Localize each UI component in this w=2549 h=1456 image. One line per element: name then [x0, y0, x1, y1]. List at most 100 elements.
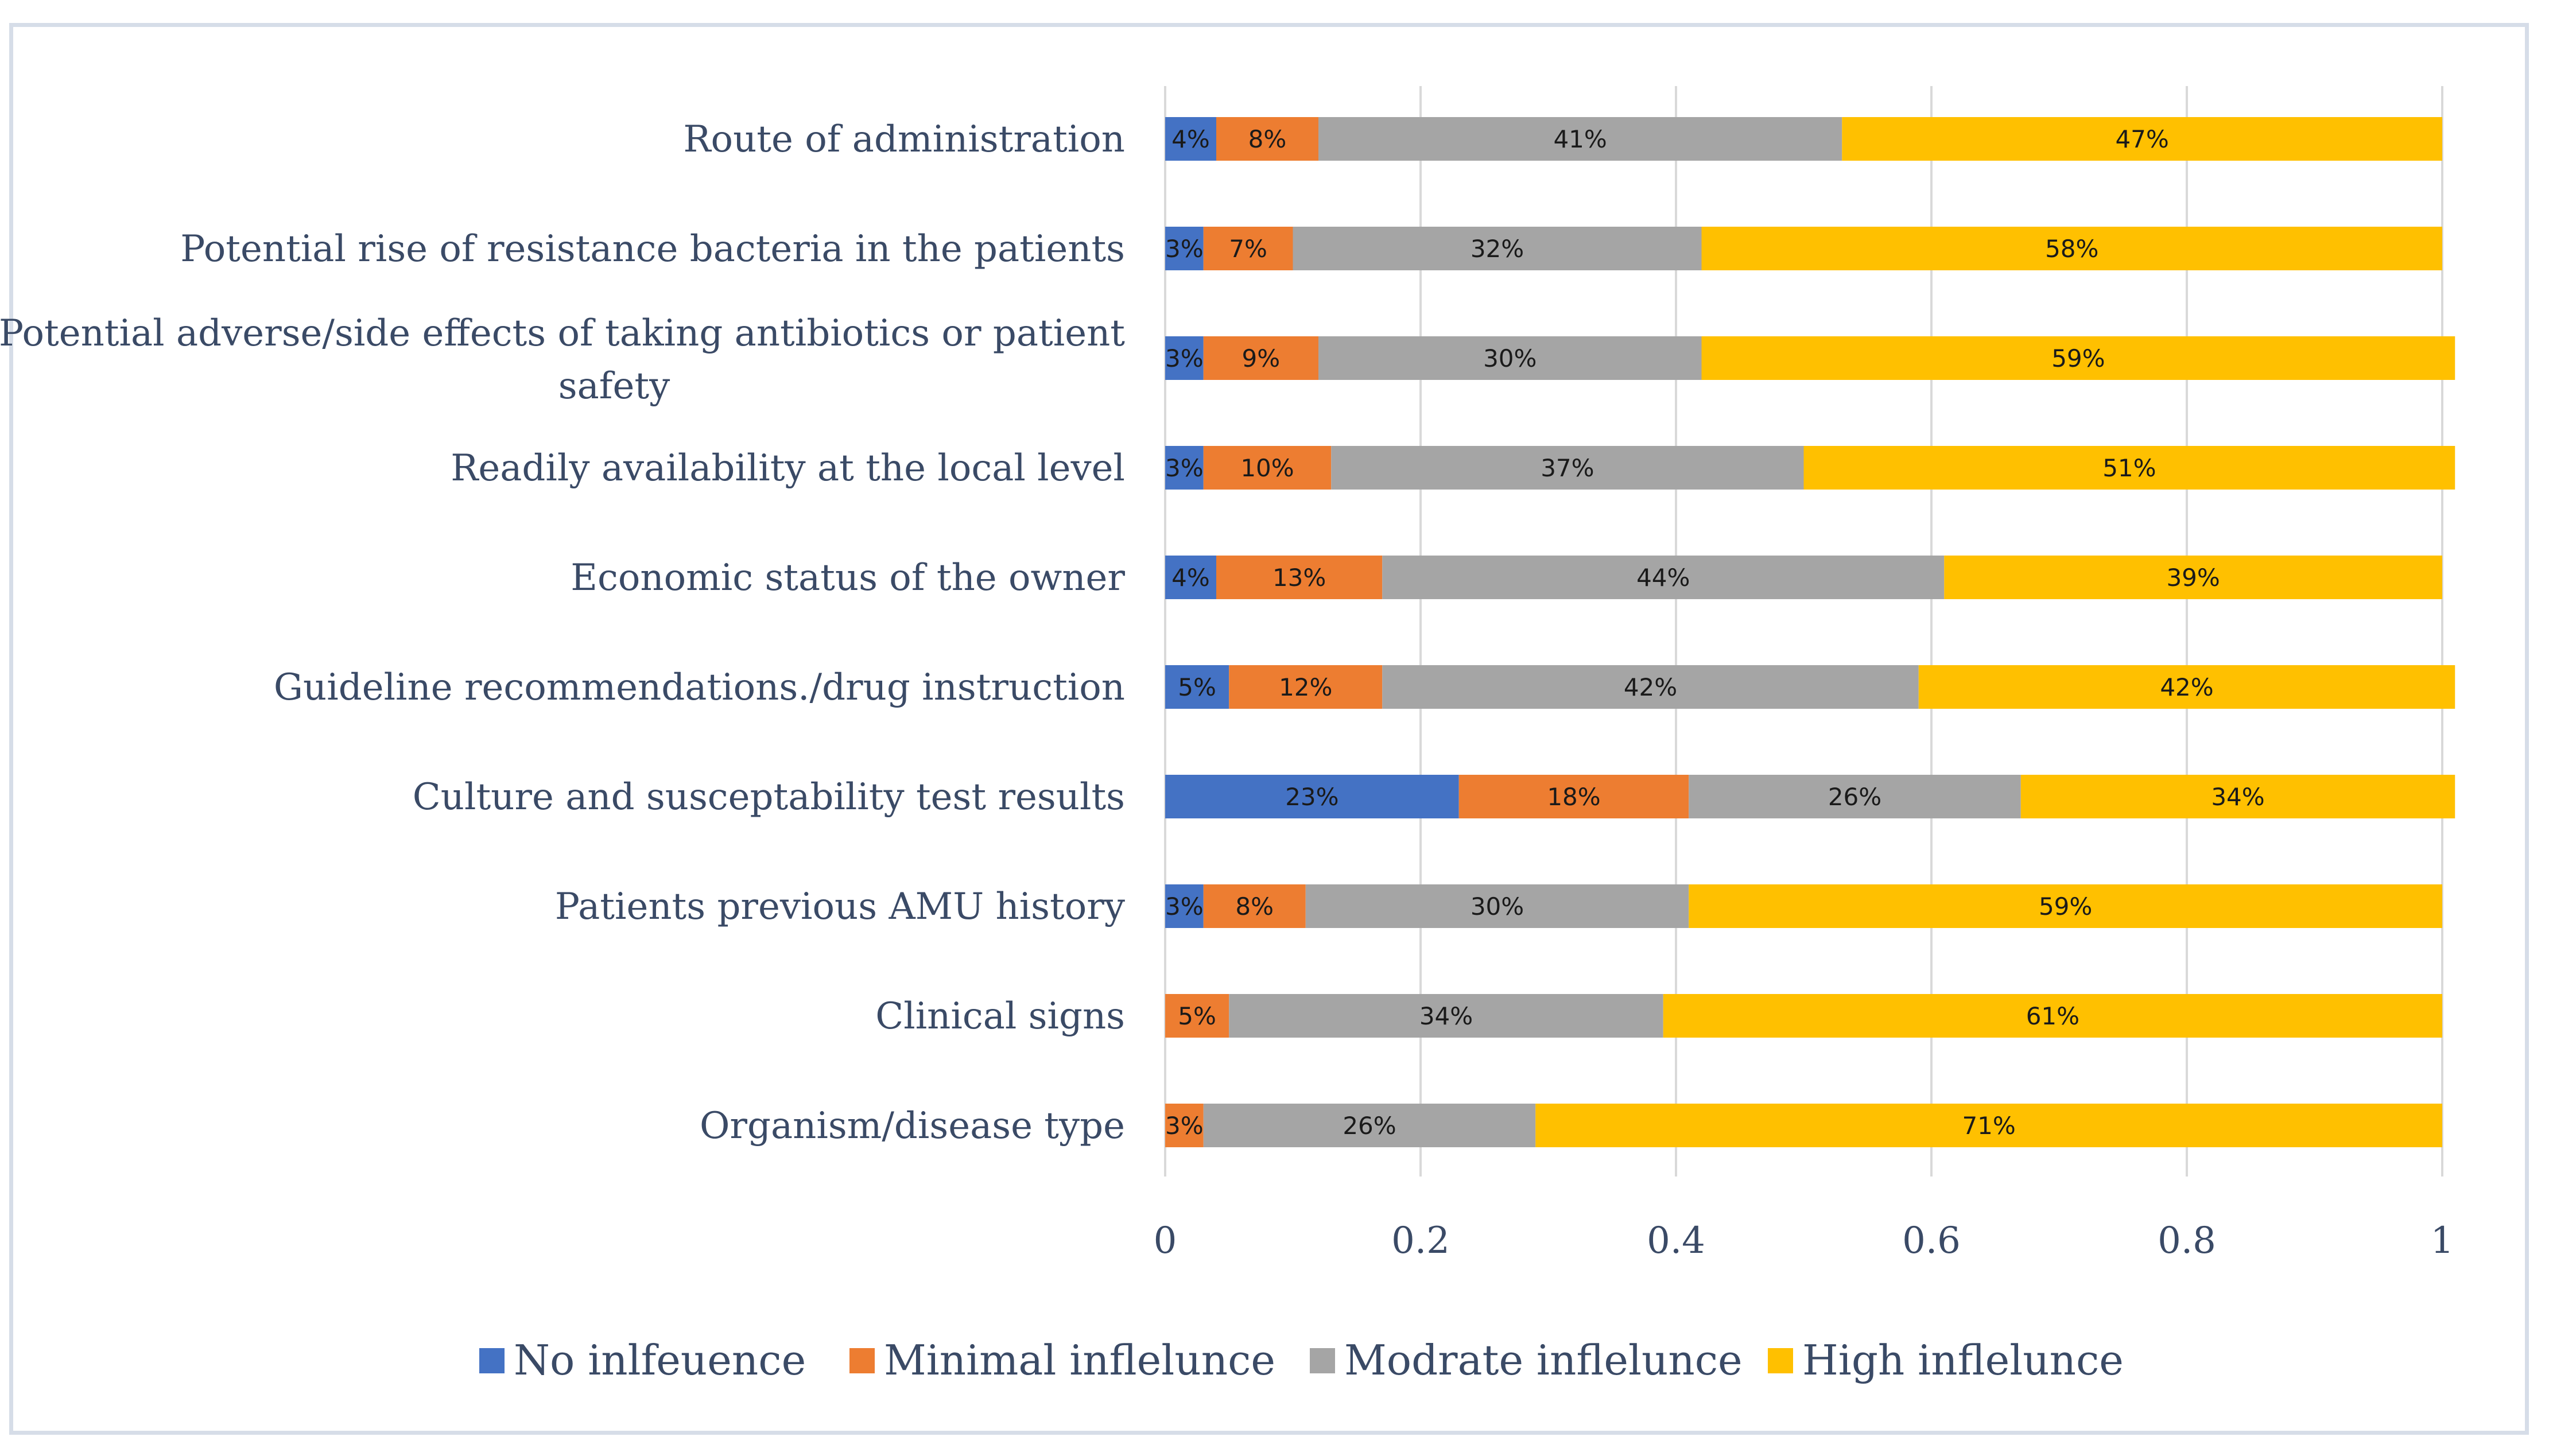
data-label-2-2: 30%	[1483, 344, 1537, 372]
x-tick-label-1: 0.2	[1391, 1220, 1450, 1262]
data-label-2-3: 59%	[2051, 344, 2105, 372]
category-label-1: Potential rise of resistance bacteria in…	[180, 228, 1125, 270]
category-label-line-0: Potential adverse/side effects of taking…	[0, 312, 1125, 355]
legend-label-0: No inlfeuence	[514, 1336, 806, 1384]
bar-segment-3-3	[1803, 446, 2455, 490]
data-label-5-3: 42%	[2160, 673, 2213, 701]
x-tick-label-5: 1	[2431, 1220, 2454, 1262]
data-label-9-2: 26%	[1343, 1112, 1396, 1140]
bar-segment-1-2	[1293, 227, 1702, 270]
data-label-3-2: 37%	[1541, 454, 1594, 482]
category-label-3: Readily availability at the local level	[451, 447, 1125, 490]
data-label-0-1: 8%	[1248, 125, 1287, 153]
category-label-line-1: safety	[558, 365, 670, 407]
data-label-8-3: 61%	[2026, 1002, 2079, 1030]
legend-item-3: High inflelunce	[1768, 1336, 2124, 1384]
bars: 4% 8% 41% 47% 3% 7% 32% 58% 3% 9% 30% 59% 3% 10% 37% 51…	[1165, 117, 2455, 1147]
data-label-7-3: 59%	[2039, 892, 2092, 921]
x-axis-ticks: 0 0.2 0.4 0.6 0.8 1	[1154, 1220, 2454, 1262]
bar-segment-6-0	[1165, 775, 1459, 818]
category-labels: Route of administration Potential rise of…	[0, 118, 1125, 1147]
data-label-7-0: 3%	[1165, 892, 1204, 921]
category-label-0: Route of administration	[683, 118, 1125, 161]
data-label-4-0: 4%	[1171, 564, 1210, 592]
bar-segment-5-1	[1229, 665, 1383, 709]
legend-label-3: High inflelunce	[1802, 1336, 2124, 1384]
x-tick-label-4: 0.8	[2158, 1220, 2216, 1262]
data-label-0-0: 4%	[1171, 125, 1210, 153]
bar-segment-6-1	[1458, 775, 1689, 818]
bar-segment-4-1	[1216, 556, 1383, 599]
bar-segment-9-2	[1203, 1104, 1536, 1147]
category-label-7: Patients previous AMU history	[555, 886, 1125, 928]
data-label-6-3: 34%	[2211, 783, 2264, 811]
data-label-0-3: 47%	[2115, 125, 2168, 153]
bar-segment-3-1	[1203, 446, 1332, 490]
category-label-9: Organism/disease type	[700, 1105, 1125, 1147]
data-label-6-2: 26%	[1828, 783, 1881, 811]
data-label-1-2: 32%	[1471, 235, 1524, 263]
bar-segment-0-1	[1216, 117, 1318, 161]
data-label-4-1: 13%	[1272, 564, 1326, 592]
data-label-6-1: 18%	[1547, 783, 1600, 811]
legend-item-1: Minimal inflelunce	[849, 1336, 1275, 1384]
bar-segment-0-0	[1165, 117, 1216, 161]
data-label-7-1: 8%	[1235, 892, 1274, 921]
bar-segment-2-1	[1203, 336, 1318, 380]
bar-segment-7-0	[1165, 884, 1204, 928]
data-label-4-2: 44%	[1636, 564, 1690, 592]
legend-item-0: No inlfeuence	[479, 1336, 806, 1384]
category-label-6: Culture and susceptability test results	[413, 776, 1125, 818]
bar-segment-0-2	[1318, 117, 1842, 161]
bar-segment-8-1	[1165, 994, 1229, 1038]
bar-segment-7-3	[1689, 884, 2442, 928]
bar-segment-1-0	[1165, 227, 1204, 270]
category-label-2: Potential adverse/side effects of taking…	[0, 312, 1125, 407]
legend-swatch-2	[1310, 1348, 1335, 1373]
data-label-4-3: 39%	[2166, 564, 2220, 592]
legend-label-1: Minimal inflelunce	[884, 1336, 1275, 1384]
bar-segment-4-0	[1165, 556, 1216, 599]
bar-segment-7-1	[1203, 884, 1306, 928]
legend-label-2: Modrate inflelunce	[1344, 1336, 1743, 1384]
bar-segment-1-3	[1701, 227, 2442, 270]
x-tick-label-3: 0.6	[1902, 1220, 1961, 1262]
data-label-6-0: 23%	[1285, 783, 1338, 811]
data-label-1-3: 58%	[2045, 235, 2098, 263]
data-label-2-1: 9%	[1242, 344, 1281, 372]
data-label-1-0: 3%	[1165, 235, 1204, 263]
category-label-5: Guideline recommendations./drug instruct…	[274, 666, 1125, 709]
bar-segment-3-0	[1165, 446, 1204, 490]
bar-segment-3-2	[1331, 446, 1804, 490]
bar-segment-9-1	[1165, 1104, 1204, 1147]
bar-segment-6-2	[1689, 775, 2021, 818]
bar-segment-9-3	[1535, 1104, 2442, 1147]
bar-segment-5-3	[1918, 665, 2455, 709]
bar-segment-6-3	[2020, 775, 2455, 818]
legend-item-2: Modrate inflelunce	[1310, 1336, 1743, 1384]
data-label-9-3: 71%	[1962, 1112, 2015, 1140]
data-label-7-2: 30%	[1471, 892, 1524, 921]
data-label-8-1: 5%	[1178, 1002, 1216, 1030]
bar-segment-7-2	[1305, 884, 1689, 928]
bar-segment-8-3	[1663, 994, 2442, 1038]
bar-segment-1-1	[1203, 227, 1293, 270]
bar-segment-5-0	[1165, 665, 1229, 709]
x-tick-label-2: 0.4	[1647, 1220, 1705, 1262]
data-label-3-3: 51%	[2102, 454, 2156, 482]
bar-segment-0-3	[1842, 117, 2442, 161]
data-label-1-1: 7%	[1229, 235, 1267, 263]
category-label-4: Economic status of the owner	[571, 557, 1125, 599]
bar-segment-8-2	[1229, 994, 1663, 1038]
data-label-5-2: 42%	[1624, 673, 1677, 701]
bar-segment-2-2	[1318, 336, 1702, 380]
legend-swatch-3	[1768, 1348, 1793, 1373]
data-label-3-1: 10%	[1240, 454, 1294, 482]
bar-segment-5-2	[1382, 665, 1919, 709]
data-label-5-0: 5%	[1178, 673, 1216, 701]
category-label-8: Clinical signs	[875, 995, 1125, 1038]
legend-swatch-0	[479, 1348, 505, 1373]
data-label-9-1: 3%	[1165, 1112, 1204, 1140]
bar-segment-4-2	[1382, 556, 1945, 599]
